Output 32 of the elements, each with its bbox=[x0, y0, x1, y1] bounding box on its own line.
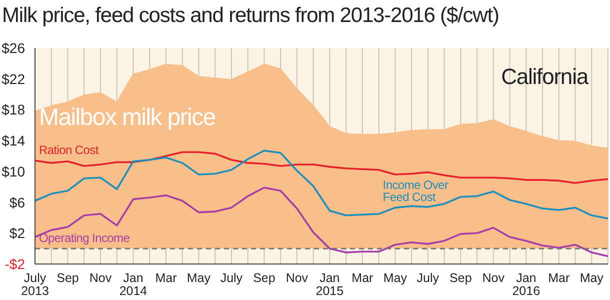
x-tick-label: Nov bbox=[482, 271, 506, 285]
series-label: Income Over Feed Cost bbox=[382, 178, 448, 204]
x-tick-label: Mar bbox=[155, 271, 177, 285]
annotation: California bbox=[501, 64, 588, 90]
x-tick-label: Sep bbox=[253, 271, 276, 285]
x-tick-label: Sep bbox=[450, 271, 472, 285]
y-tick-label: $26 bbox=[2, 40, 26, 56]
y-tick-label: $18 bbox=[2, 102, 26, 118]
y-tick-label: $2 bbox=[9, 225, 26, 242]
x-tick-label: Jan 2016 bbox=[512, 271, 540, 298]
x-tick-label: Sep bbox=[56, 271, 79, 285]
y-tick-label: $14 bbox=[2, 132, 26, 149]
x-tick-label: Mar bbox=[352, 271, 374, 285]
x-tick-label: Nov bbox=[89, 271, 112, 285]
x-tick-label: Jan 2014 bbox=[119, 271, 148, 298]
x-tick-label: Mar bbox=[548, 271, 570, 285]
series-label: Ration Cost bbox=[39, 143, 98, 157]
x-tick-label: July bbox=[220, 271, 244, 285]
x-tick-label: May bbox=[186, 271, 212, 285]
y-tick-label: $22 bbox=[2, 70, 26, 87]
x-tick-label: Nov bbox=[286, 271, 309, 285]
x-tick-label: May bbox=[580, 271, 604, 285]
x-tick-label: Jan 2015 bbox=[316, 271, 344, 298]
x-tick-label: July bbox=[416, 271, 440, 285]
y-tick-label: -$2 bbox=[4, 256, 26, 272]
y-tick-label: $6 bbox=[9, 194, 26, 210]
chart-title: Milk price, feed costs and returns from 2013-2016 ($/cwt) bbox=[2, 4, 499, 28]
x-tick-label: May bbox=[383, 271, 408, 285]
x-tick-label: July 2013 bbox=[21, 271, 49, 298]
series-label: Mailbox milk price bbox=[39, 104, 216, 131]
series-label: Operating Income bbox=[39, 230, 130, 245]
y-tick-label: $10 bbox=[2, 163, 26, 180]
